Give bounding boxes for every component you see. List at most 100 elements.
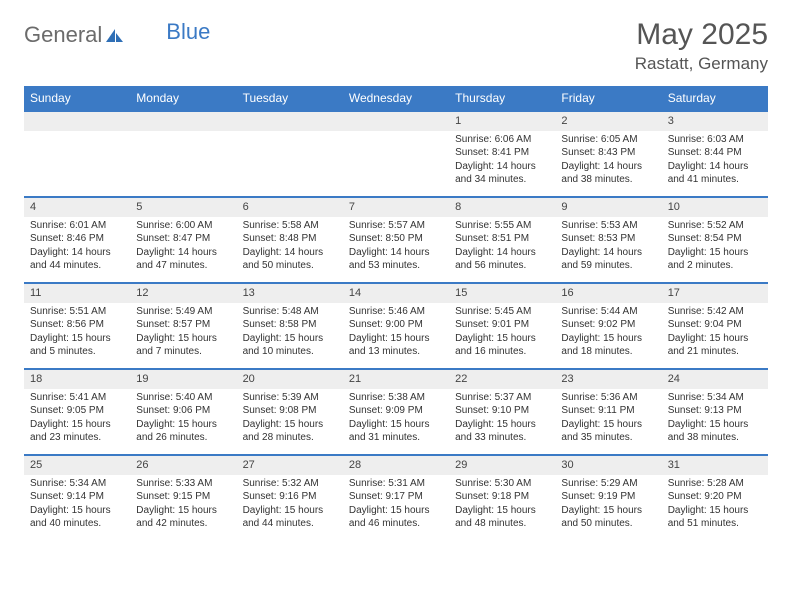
daylight-text: Daylight: 15 hours and 16 minutes. [455,332,549,359]
daylight-text: Daylight: 15 hours and 51 minutes. [668,504,762,531]
day-number-bar: 31 [662,454,768,475]
sunrise-text: Sunrise: 6:01 AM [30,219,124,233]
sunrise-text: Sunrise: 5:36 AM [561,391,655,405]
day-content: Sunrise: 5:38 AMSunset: 9:09 PMDaylight:… [343,389,449,449]
day-header: Tuesday [237,86,343,110]
sunrise-text: Sunrise: 5:48 AM [243,305,337,319]
sunrise-text: Sunrise: 5:44 AM [561,305,655,319]
sunrise-text: Sunrise: 5:38 AM [349,391,443,405]
day-content: Sunrise: 5:45 AMSunset: 9:01 PMDaylight:… [449,303,555,363]
calendar-day-cell: 14Sunrise: 5:46 AMSunset: 9:00 PMDayligh… [343,282,449,368]
sunrise-text: Sunrise: 5:34 AM [30,477,124,491]
calendar-week-row: 25Sunrise: 5:34 AMSunset: 9:14 PMDayligh… [24,454,768,540]
day-content: Sunrise: 5:37 AMSunset: 9:10 PMDaylight:… [449,389,555,449]
day-header: Saturday [662,86,768,110]
sunset-text: Sunset: 9:08 PM [243,404,337,418]
day-number-bar: 16 [555,282,661,303]
day-number-bar: 7 [343,196,449,217]
daylight-text: Daylight: 15 hours and 50 minutes. [561,504,655,531]
day-content: Sunrise: 5:49 AMSunset: 8:57 PMDaylight:… [130,303,236,363]
day-content [24,131,130,191]
day-content: Sunrise: 5:32 AMSunset: 9:16 PMDaylight:… [237,475,343,535]
sunset-text: Sunset: 9:06 PM [136,404,230,418]
day-content: Sunrise: 5:58 AMSunset: 8:48 PMDaylight:… [237,217,343,277]
sunrise-text: Sunrise: 5:29 AM [561,477,655,491]
sunrise-text: Sunrise: 5:42 AM [668,305,762,319]
calendar-day-cell: 29Sunrise: 5:30 AMSunset: 9:18 PMDayligh… [449,454,555,540]
sunrise-text: Sunrise: 5:37 AM [455,391,549,405]
calendar-day-cell: 26Sunrise: 5:33 AMSunset: 9:15 PMDayligh… [130,454,236,540]
calendar-day-cell: 8Sunrise: 5:55 AMSunset: 8:51 PMDaylight… [449,196,555,282]
sunrise-text: Sunrise: 5:46 AM [349,305,443,319]
sunset-text: Sunset: 9:16 PM [243,490,337,504]
day-content [130,131,236,191]
day-content: Sunrise: 5:41 AMSunset: 9:05 PMDaylight:… [24,389,130,449]
sunrise-text: Sunrise: 5:49 AM [136,305,230,319]
day-content: Sunrise: 5:30 AMSunset: 9:18 PMDaylight:… [449,475,555,535]
day-header: Wednesday [343,86,449,110]
sunset-text: Sunset: 9:00 PM [349,318,443,332]
calendar-day-cell: 12Sunrise: 5:49 AMSunset: 8:57 PMDayligh… [130,282,236,368]
sunset-text: Sunset: 9:18 PM [455,490,549,504]
day-number-bar: 29 [449,454,555,475]
sunset-text: Sunset: 9:05 PM [30,404,124,418]
daylight-text: Daylight: 15 hours and 40 minutes. [30,504,124,531]
sunrise-text: Sunrise: 6:05 AM [561,133,655,147]
sunset-text: Sunset: 8:58 PM [243,318,337,332]
day-content: Sunrise: 5:34 AMSunset: 9:13 PMDaylight:… [662,389,768,449]
calendar-day-cell: 18Sunrise: 5:41 AMSunset: 9:05 PMDayligh… [24,368,130,454]
calendar-day-cell: 2Sunrise: 6:05 AMSunset: 8:43 PMDaylight… [555,110,661,196]
daylight-text: Daylight: 15 hours and 48 minutes. [455,504,549,531]
calendar-day-cell [343,110,449,196]
day-content: Sunrise: 6:05 AMSunset: 8:43 PMDaylight:… [555,131,661,191]
daylight-text: Daylight: 14 hours and 50 minutes. [243,246,337,273]
daylight-text: Daylight: 15 hours and 46 minutes. [349,504,443,531]
calendar-day-cell: 10Sunrise: 5:52 AMSunset: 8:54 PMDayligh… [662,196,768,282]
day-content: Sunrise: 5:39 AMSunset: 9:08 PMDaylight:… [237,389,343,449]
day-content: Sunrise: 5:46 AMSunset: 9:00 PMDaylight:… [343,303,449,363]
sunset-text: Sunset: 9:13 PM [668,404,762,418]
sunset-text: Sunset: 8:57 PM [136,318,230,332]
day-content: Sunrise: 5:55 AMSunset: 8:51 PMDaylight:… [449,217,555,277]
calendar-week-row: 4Sunrise: 6:01 AMSunset: 8:46 PMDaylight… [24,196,768,282]
sunrise-text: Sunrise: 5:33 AM [136,477,230,491]
day-number-bar: 14 [343,282,449,303]
daylight-text: Daylight: 14 hours and 56 minutes. [455,246,549,273]
sunrise-text: Sunrise: 5:53 AM [561,219,655,233]
calendar-day-cell: 24Sunrise: 5:34 AMSunset: 9:13 PMDayligh… [662,368,768,454]
daylight-text: Daylight: 15 hours and 23 minutes. [30,418,124,445]
day-number-bar: 30 [555,454,661,475]
sunset-text: Sunset: 8:48 PM [243,232,337,246]
location-subtitle: Rastatt, Germany [635,54,768,74]
day-content: Sunrise: 6:06 AMSunset: 8:41 PMDaylight:… [449,131,555,191]
month-title: May 2025 [635,18,768,52]
calendar-day-cell: 1Sunrise: 6:06 AMSunset: 8:41 PMDaylight… [449,110,555,196]
sunset-text: Sunset: 9:09 PM [349,404,443,418]
sunset-text: Sunset: 9:14 PM [30,490,124,504]
day-header: Monday [130,86,236,110]
sunset-text: Sunset: 8:43 PM [561,146,655,160]
day-content: Sunrise: 5:34 AMSunset: 9:14 PMDaylight:… [24,475,130,535]
calendar-table: SundayMondayTuesdayWednesdayThursdayFrid… [24,86,768,540]
calendar-day-cell: 13Sunrise: 5:48 AMSunset: 8:58 PMDayligh… [237,282,343,368]
daylight-text: Daylight: 14 hours and 44 minutes. [30,246,124,273]
day-number-bar [237,110,343,131]
daylight-text: Daylight: 14 hours and 41 minutes. [668,160,762,187]
sunset-text: Sunset: 9:02 PM [561,318,655,332]
calendar-day-cell: 25Sunrise: 5:34 AMSunset: 9:14 PMDayligh… [24,454,130,540]
day-number-bar: 28 [343,454,449,475]
day-number-bar [130,110,236,131]
day-content: Sunrise: 6:00 AMSunset: 8:47 PMDaylight:… [130,217,236,277]
calendar-head: SundayMondayTuesdayWednesdayThursdayFrid… [24,86,768,110]
day-number-bar: 13 [237,282,343,303]
daylight-text: Daylight: 14 hours and 59 minutes. [561,246,655,273]
day-number-bar: 1 [449,110,555,131]
sunrise-text: Sunrise: 5:52 AM [668,219,762,233]
daylight-text: Daylight: 15 hours and 33 minutes. [455,418,549,445]
sunrise-text: Sunrise: 5:57 AM [349,219,443,233]
calendar-day-cell: 17Sunrise: 5:42 AMSunset: 9:04 PMDayligh… [662,282,768,368]
sunset-text: Sunset: 8:50 PM [349,232,443,246]
day-number-bar: 6 [237,196,343,217]
daylight-text: Daylight: 15 hours and 5 minutes. [30,332,124,359]
day-number-bar: 20 [237,368,343,389]
